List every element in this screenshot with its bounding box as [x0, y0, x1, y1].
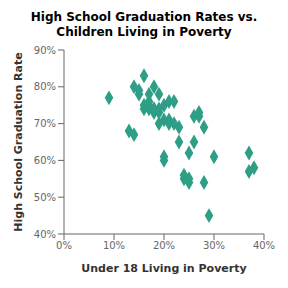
svg-text:Under 18 Living in Poverty: Under 18 Living in Poverty [81, 262, 246, 275]
svg-text:90%: 90% [34, 45, 56, 56]
svg-text:0%: 0% [56, 240, 72, 251]
svg-text:High School Graduation Rate: High School Graduation Rate [12, 52, 25, 231]
svg-text:60%: 60% [34, 155, 56, 166]
svg-text:50%: 50% [34, 192, 56, 203]
svg-text:80%: 80% [34, 81, 56, 92]
html-text:High School Graduation Rates v: High School Graduation Rates vs. [30, 10, 258, 24]
svg-text:20%: 20% [153, 240, 175, 251]
svg-text:40%: 40% [253, 240, 275, 251]
svg-text:10%: 10% [103, 240, 125, 251]
html-text:Children Living in Poverty: Children Living in Poverty [56, 25, 232, 39]
svg-text:30%: 30% [203, 240, 225, 251]
svg-text:40%: 40% [34, 229, 56, 240]
svg-text:70%: 70% [34, 118, 56, 129]
